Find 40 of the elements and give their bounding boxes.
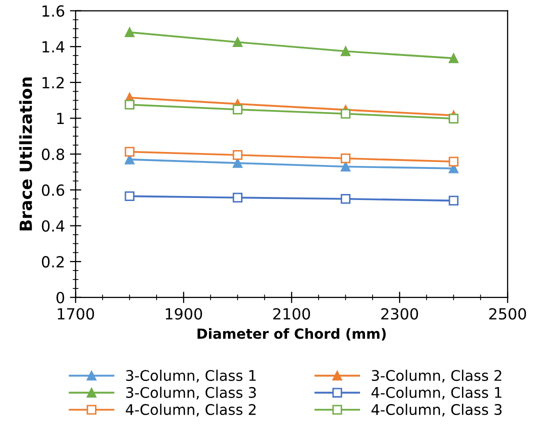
point (124, 191, 134, 202)
y-tick-label: 0.8 (42, 148, 64, 160)
point (124, 27, 134, 38)
x-tick-label: 2100 (273, 308, 310, 320)
legend-label: 4-Column, Class 1 (371, 386, 502, 400)
y-tick-label: 1.4 (42, 41, 64, 52)
legend-label: 3-Column, Class 3 (126, 386, 256, 400)
point (448, 114, 458, 124)
y-tick-label: 0.6 (42, 184, 64, 196)
y-tick-label: 1.6 (42, 5, 64, 17)
legend-label: 3-Column, Class 2 (372, 370, 502, 382)
point (340, 162, 350, 172)
legend-label: 3-Column, Class 1 (126, 370, 256, 382)
x-tick-label: 2300 (381, 308, 418, 320)
point (232, 158, 242, 168)
point (232, 104, 242, 114)
y-tick-label: 0 (56, 292, 64, 304)
point (448, 196, 458, 206)
point (340, 108, 350, 119)
legend-label: 4-Column, Class 3 (371, 404, 502, 417)
point (124, 146, 134, 157)
y-axis-title: Brace Utilization (19, 78, 32, 230)
point (232, 37, 242, 47)
y-tick-label: 0.4 (42, 220, 64, 232)
point (340, 194, 350, 204)
point (340, 46, 350, 56)
y-tick-label: 0.2 (42, 256, 64, 268)
y-tick-label: 1 (57, 112, 64, 124)
point (340, 154, 350, 164)
x-tick-label: 1900 (166, 308, 202, 320)
x-axis-title: Diameter of Chord (mm) (198, 328, 386, 341)
point (232, 150, 242, 160)
point (448, 53, 458, 64)
y-tick-label: 1.2 (42, 76, 64, 88)
x-tick-label: 1700 (58, 308, 94, 320)
point (124, 100, 134, 110)
point (232, 192, 242, 202)
x-tick-label: 2500 (489, 308, 526, 320)
legend-label: 4-Column, Class 2 (126, 404, 256, 417)
point (448, 156, 458, 166)
